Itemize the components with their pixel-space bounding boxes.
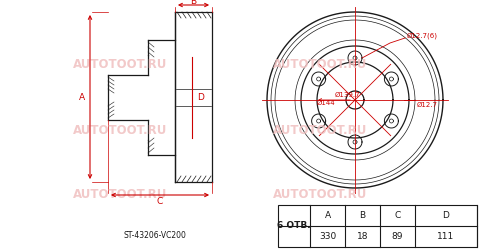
- Text: 6 OTB.: 6 OTB.: [277, 222, 311, 230]
- Text: B: B: [191, 0, 197, 6]
- Text: AUTOTOOT.RU: AUTOTOOT.RU: [73, 124, 167, 136]
- Text: Ø12.7: Ø12.7: [417, 102, 438, 108]
- Text: D: D: [443, 211, 449, 220]
- Text: Ø139.7: Ø139.7: [335, 92, 360, 98]
- Text: 330: 330: [319, 232, 336, 241]
- Text: Ø12.7(6): Ø12.7(6): [407, 33, 438, 39]
- Text: 111: 111: [437, 232, 455, 241]
- Text: AUTOTOOT.RU: AUTOTOOT.RU: [273, 188, 367, 202]
- Text: AUTOTOOT.RU: AUTOTOOT.RU: [73, 188, 167, 202]
- Text: AUTOTOOT.RU: AUTOTOOT.RU: [273, 124, 367, 136]
- Text: AUTOTOOT.RU: AUTOTOOT.RU: [73, 58, 167, 71]
- Text: C: C: [395, 211, 401, 220]
- Text: 89: 89: [392, 232, 403, 241]
- Text: A: A: [79, 92, 85, 102]
- Text: ST-43206-VC200: ST-43206-VC200: [123, 230, 186, 239]
- Text: A: A: [324, 211, 331, 220]
- Text: Ø144: Ø144: [317, 100, 336, 106]
- Text: D: D: [197, 92, 204, 102]
- Bar: [278, 205, 477, 247]
- Text: 18: 18: [357, 232, 368, 241]
- Text: B: B: [360, 211, 366, 220]
- Text: C: C: [157, 198, 163, 206]
- Text: AUTOTOOT.RU: AUTOTOOT.RU: [273, 58, 367, 71]
